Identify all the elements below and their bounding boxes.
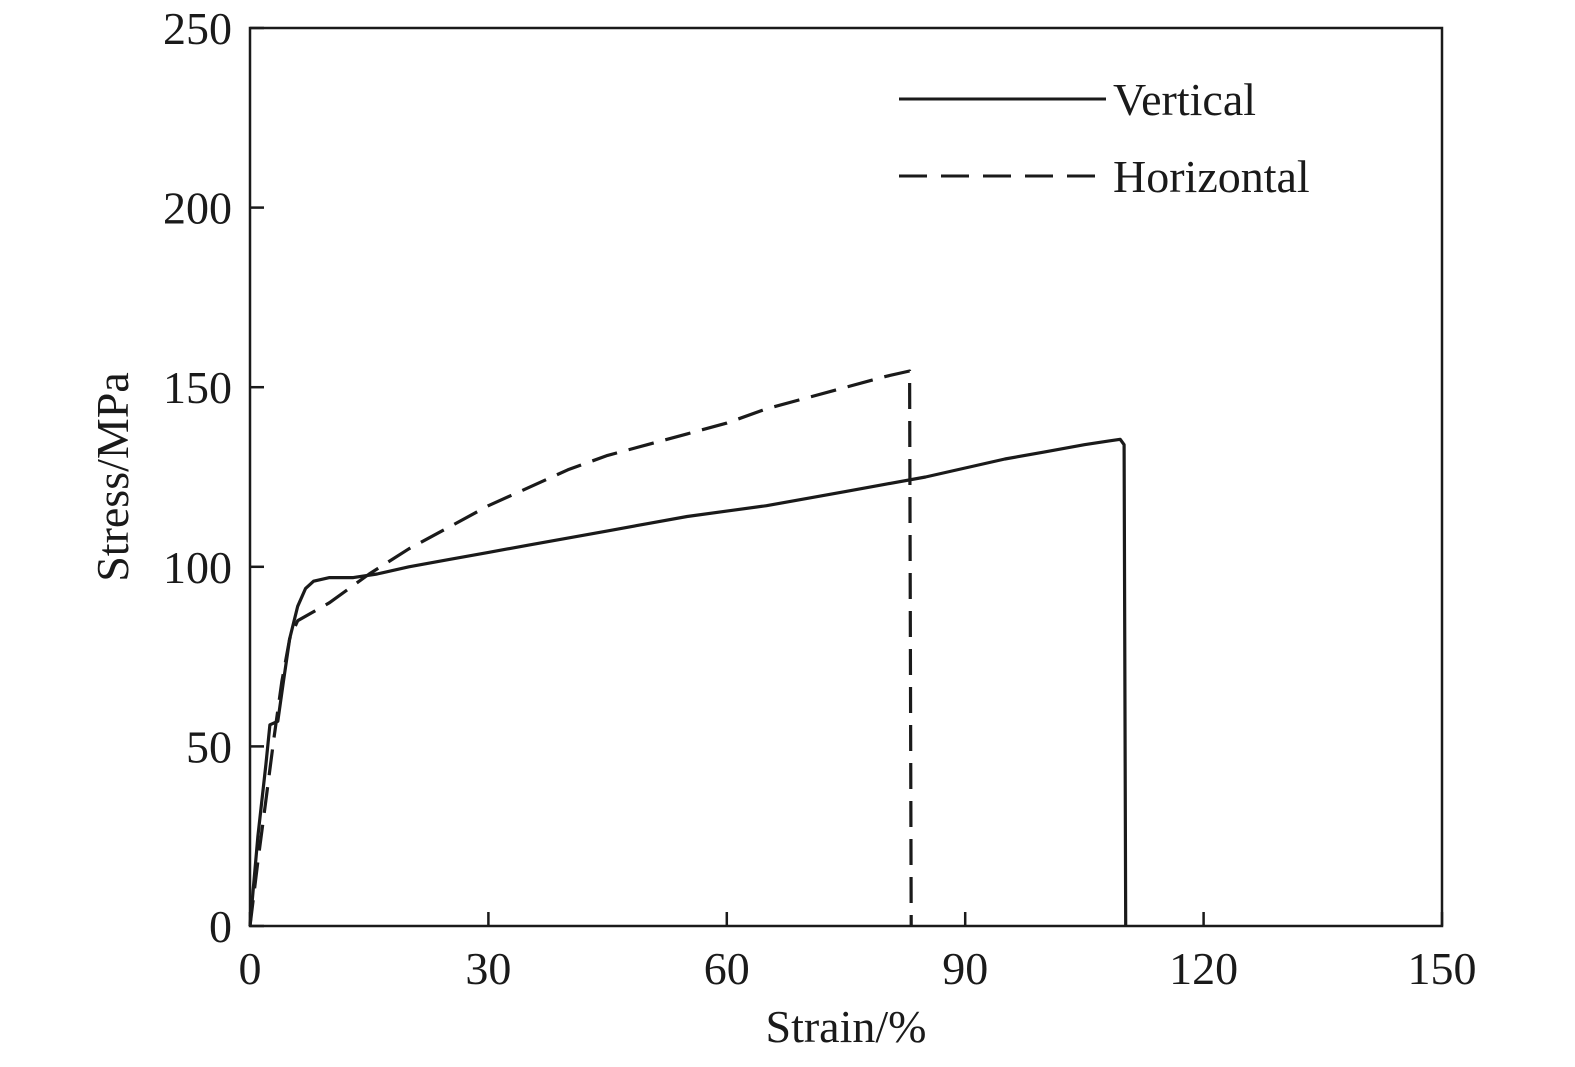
plot-frame (248, 26, 1444, 928)
y-tick-label: 0 (209, 901, 232, 952)
x-axis-title: Strain/% (766, 1001, 927, 1052)
legend-label-vertical: Vertical (1113, 74, 1256, 125)
x-tick-label: 150 (1408, 943, 1477, 994)
x-tick-label: 120 (1169, 943, 1238, 994)
legend: Vertical Horizontal (899, 74, 1310, 202)
series-line-horizontal (248, 369, 913, 927)
y-tick-label: 200 (163, 183, 232, 234)
x-tick-label: 0 (239, 943, 262, 994)
y-tick-label: 250 (163, 3, 232, 54)
x-tick-label: 60 (704, 943, 750, 994)
y-tick-label: 150 (163, 362, 232, 413)
y-tick-label: 50 (186, 721, 232, 772)
x-tick-label: 90 (942, 943, 988, 994)
x-axis-ticks: 0 30 60 90 120 150 (239, 912, 1477, 994)
series-layer (248, 369, 1128, 927)
y-axis-title: Stress/MPa (87, 372, 138, 582)
y-axis-ticks: 0 50 100 150 200 250 (163, 3, 264, 952)
y-tick-label: 100 (163, 542, 232, 593)
x-tick-label: 30 (465, 943, 511, 994)
series-line-vertical (248, 437, 1128, 927)
legend-label-horizontal: Horizontal (1113, 151, 1310, 202)
